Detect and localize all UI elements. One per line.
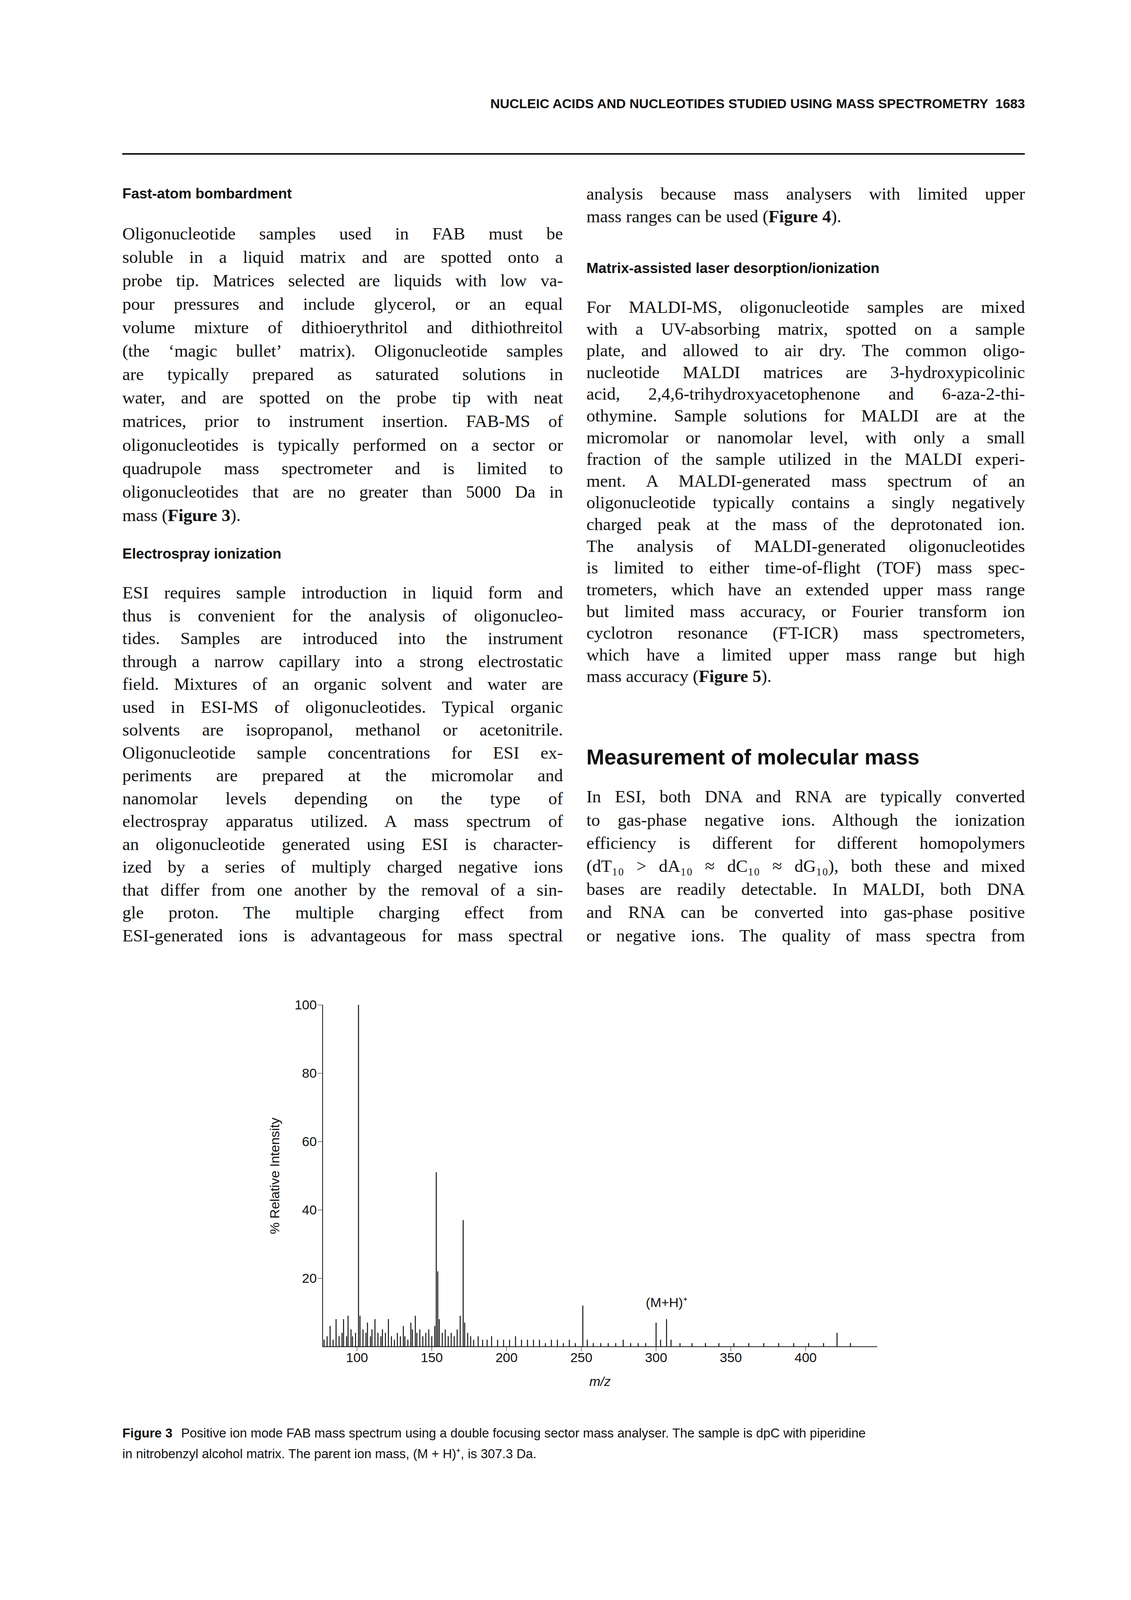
html-text:trometers, which have an exten: trometers, which have an extended upper …	[586, 579, 1025, 600]
html-text:and RNA can be converted into: and RNA can be converted into gas-phase …	[586, 902, 1025, 922]
html-text:to gas-phase negative ions. Al: to gas-phase negative ions. Although the…	[586, 809, 1025, 830]
html-text:oligonucleotide typically cont: oligonucleotide typically contains a sin…	[586, 492, 1025, 513]
html-text:For MALDI-MS, oligonucleotide: For MALDI-MS, oligonucleotide samples ar…	[586, 297, 1025, 317]
svg-text:350: 350	[719, 1349, 743, 1365]
svg-text:80: 80	[301, 1065, 317, 1081]
html-text:quadrupole mass spectrometer a: quadrupole mass spectrometer and is limi…	[122, 458, 563, 478]
svg-text:40: 40	[301, 1201, 317, 1217]
html-text:periments are prepared at the: periments are prepared at the micromolar…	[122, 765, 563, 786]
svg-text:400: 400	[794, 1349, 817, 1365]
html-text:ESI-generated ions is advantag: ESI-generated ions is advantageous for m…	[122, 925, 563, 945]
svg-text:150: 150	[420, 1349, 443, 1365]
html-text:electrospray apparatus utilize: electrospray apparatus utilized. A mass …	[122, 811, 563, 831]
html-text:Matrix-assisted laser desorpti: Matrix-assisted laser desorption/ionizat…	[586, 260, 880, 277]
html-text:Figure 3: Figure 3	[122, 1425, 173, 1440]
html-text:or negative ions. The quality: or negative ions. The quality of mass sp…	[586, 925, 1025, 945]
html-text:matrices, prior to instrument: matrices, prior to instrument insertion.…	[122, 411, 563, 431]
html-text:acid, 2,4,6-trihydroxyacetophe: acid, 2,4,6-trihydroxyacetophenone and 6…	[586, 384, 1025, 404]
html-text:field. Mixtures of an organic: field. Mixtures of an organic solvent an…	[122, 674, 563, 694]
html-text:Oligonucleotide sample concent: Oligonucleotide sample concentrations fo…	[122, 742, 563, 763]
html-text:nanomolar levels depending on: nanomolar levels depending on the type o…	[122, 788, 563, 808]
html-text:othymine. Sample solutions for: othymine. Sample solutions for MALDI are…	[586, 405, 1025, 426]
html-text:Fast-atom bombardment: Fast-atom bombardment	[122, 185, 292, 202]
html-text:used in ESI-MS of oligonucleot: used in ESI-MS of oligonucleotides. Typi…	[122, 696, 563, 717]
html-text:but limited mass accuracy, or: but limited mass accuracy, or Fourier tr…	[586, 601, 1025, 621]
html-text:which have a limited upper mas: which have a limited upper mass range bu…	[586, 644, 1025, 665]
svg-text:(M+H)⁺: (M+H)⁺	[645, 1294, 687, 1310]
svg-text:60: 60	[301, 1133, 317, 1149]
svg-text:% Relative Intensity: % Relative Intensity	[267, 1117, 282, 1234]
html-text:ment. A MALDI-generated mass s: ment. A MALDI-generated mass spectrum of…	[586, 470, 1025, 491]
html-text:Positive ion mode FAB mass spe: Positive ion mode FAB mass spectrum usin…	[181, 1425, 866, 1440]
html-text:(dT₁₀ > dA₁₀ ≈ dC₁₀ ≈ dG₁₀), b: (dT₁₀ > dA₁₀ ≈ dC₁₀ ≈ dG₁₀), both these …	[586, 856, 1025, 876]
html-text:nucleotide MALDI matrices are: nucleotide MALDI matrices are 3-hydroxyp…	[586, 362, 1025, 382]
html-text:mass (Figure 3).: mass (Figure 3).	[122, 505, 241, 525]
svg-text:250: 250	[570, 1349, 593, 1365]
html-text:mass ranges can be used (Figur: mass ranges can be used (Figure 4).	[586, 206, 842, 226]
svg-text:100: 100	[345, 1349, 368, 1365]
html-text:an oligonucleotide generated u: an oligonucleotide generated using ESI i…	[122, 834, 563, 854]
html-text:micromolar or nanomolar level,: micromolar or nanomolar level, with only…	[586, 427, 1025, 448]
html-text:soluble in a liquid matrix and: soluble in a liquid matrix and are spott…	[122, 247, 563, 267]
html-text:probe tip. Matrices selected a: probe tip. Matrices selected are liquids…	[122, 270, 563, 291]
svg-text:20: 20	[301, 1270, 317, 1285]
html-text:water, and are spotted on the: water, and are spotted on the probe tip …	[122, 387, 563, 408]
html-text:(the ‘magic bullet’ matrix). O: (the ‘magic bullet’ matrix). Oligonucleo…	[122, 341, 563, 361]
html-text:mass accuracy (Figure 5).: mass accuracy (Figure 5).	[586, 666, 772, 686]
html-text:cyclotron resonance (FT-ICR) m: cyclotron resonance (FT-ICR) mass spectr…	[586, 622, 1025, 643]
html-text:is limited to either time-of-f: is limited to either time-of-flight (TOF…	[586, 557, 1025, 578]
html-text:are typically prepared as satu: are typically prepared as saturated solu…	[122, 364, 563, 385]
html-text:plate, and allowed to air dry.: plate, and allowed to air dry. The commo…	[586, 340, 1025, 361]
html-text:fraction of the sample utilize: fraction of the sample utilized in the M…	[586, 449, 1025, 469]
html-text:oligonucleotides is typically: oligonucleotides is typically performed …	[122, 434, 563, 455]
svg-text:m/z: m/z	[589, 1373, 611, 1388]
html-text:analysis because mass analyser: analysis because mass analysers with lim…	[586, 184, 1025, 204]
html-text:ized by a series of multiply c: ized by a series of multiply charged neg…	[122, 856, 563, 877]
html-text:pour pressures and include gly: pour pressures and include glycerol, or …	[122, 294, 563, 314]
html-text:gle proton. The multiple charg: gle proton. The multiple charging effect…	[122, 902, 563, 923]
html-text:ESI requires sample introducti: ESI requires sample introduction in liqu…	[122, 582, 563, 603]
html-text:Measurement of molecular mass: Measurement of molecular mass	[586, 744, 920, 769]
svg-text:200: 200	[495, 1349, 518, 1365]
html-text:with a UV-absorbing matrix, sp: with a UV-absorbing matrix, spotted on a…	[586, 318, 1025, 339]
html-text:Electrospray ionization: Electrospray ionization	[122, 545, 282, 562]
html-text:solvents are isopropanol, meth: solvents are isopropanol, methanol or ac…	[122, 719, 563, 740]
html-text:in nitrobenzyl alcohol matrix.: in nitrobenzyl alcohol matrix. The paren…	[122, 1446, 537, 1461]
html-text:oligonucleotides that are no g: oligonucleotides that are no greater tha…	[122, 481, 563, 502]
html-text:through a narrow capillary int: through a narrow capillary into a strong…	[122, 651, 563, 671]
html-text:bases are readily detectable.: bases are readily detectable. In MALDI, …	[586, 879, 1025, 899]
html-text:The analysis of MALDI-generate: The analysis of MALDI-generated oligonuc…	[586, 536, 1025, 556]
html-text:NUCLEIC ACIDS AND NUCLEOTIDES: NUCLEIC ACIDS AND NUCLEOTIDES STUDIED US…	[490, 96, 1025, 112]
svg-text:300: 300	[644, 1349, 668, 1365]
html-text:that differ from one another b: that differ from one another by the remo…	[122, 879, 563, 900]
html-text:thus is convenient for the ana: thus is convenient for the analysis of o…	[122, 605, 563, 626]
html-text:volume mixture of dithioerythr: volume mixture of dithioerythritol and d…	[122, 317, 563, 338]
svg-text:100: 100	[294, 997, 317, 1012]
html-text:charged peak at the mass of th: charged peak at the mass of the deproton…	[586, 514, 1025, 534]
html-text:In ESI, both DNA and RNA are t: In ESI, both DNA and RNA are typically c…	[586, 786, 1025, 807]
html-text:efficiency is different for di: efficiency is different for different ho…	[586, 832, 1025, 853]
html-text:tides. Samples are introduced: tides. Samples are introduced into the i…	[122, 628, 563, 648]
html-text:Oligonucleotide samples used i: Oligonucleotide samples used in FAB must…	[122, 223, 563, 244]
